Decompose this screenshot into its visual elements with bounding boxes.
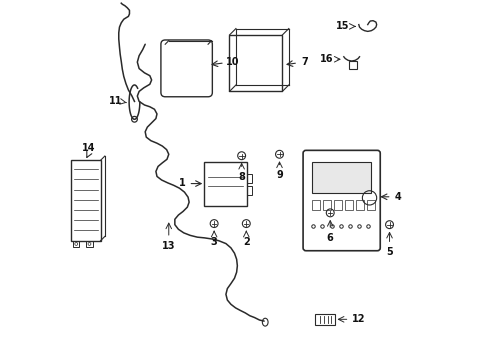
Text: 5: 5 bbox=[386, 247, 392, 257]
Bar bbox=[71, 160, 101, 241]
Bar bbox=[312, 162, 370, 193]
Text: 12: 12 bbox=[351, 314, 365, 324]
Text: 6: 6 bbox=[326, 233, 333, 243]
Bar bbox=[344, 200, 352, 210]
Text: 3: 3 bbox=[210, 237, 217, 247]
Bar bbox=[323, 200, 330, 210]
Text: 7: 7 bbox=[300, 57, 307, 67]
Text: 15: 15 bbox=[336, 21, 349, 31]
Bar bbox=[366, 200, 374, 210]
Bar bbox=[73, 241, 80, 247]
Bar bbox=[229, 35, 282, 91]
Bar bbox=[204, 162, 246, 206]
Bar bbox=[312, 200, 320, 210]
Text: 2: 2 bbox=[243, 237, 249, 247]
Text: 8: 8 bbox=[238, 172, 244, 182]
Text: 1: 1 bbox=[179, 178, 185, 188]
Text: 11: 11 bbox=[109, 96, 122, 107]
Text: 13: 13 bbox=[162, 242, 175, 251]
Bar bbox=[246, 174, 251, 183]
Text: 16: 16 bbox=[319, 54, 332, 64]
Text: 14: 14 bbox=[81, 143, 95, 153]
Bar bbox=[348, 62, 356, 69]
Bar bbox=[246, 186, 251, 195]
Text: 4: 4 bbox=[394, 192, 401, 202]
Bar bbox=[355, 200, 363, 210]
Bar bbox=[86, 241, 93, 247]
Text: 9: 9 bbox=[276, 170, 282, 180]
Text: 10: 10 bbox=[225, 57, 239, 67]
Bar bbox=[333, 200, 341, 210]
